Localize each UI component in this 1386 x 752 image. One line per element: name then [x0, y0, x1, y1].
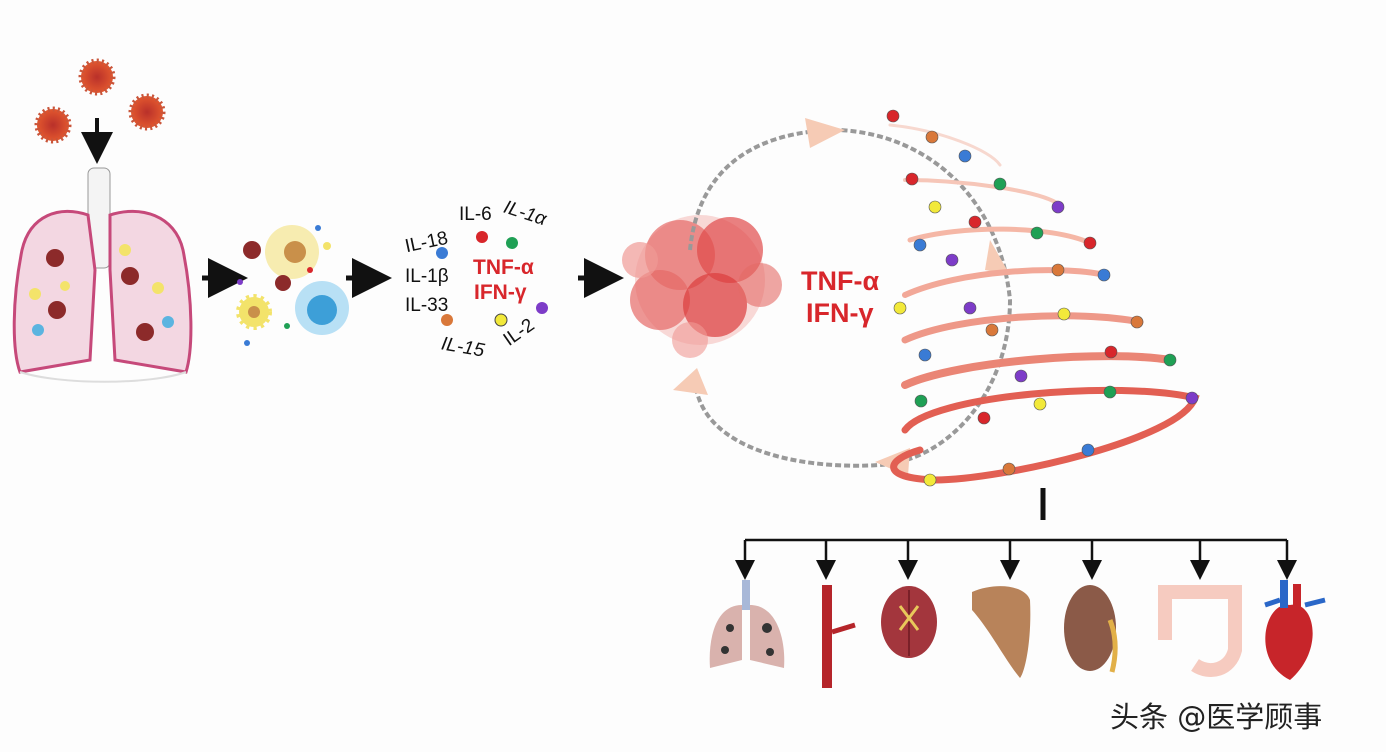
kidney-icon	[1064, 585, 1118, 673]
storm-label-ifn: IFN-γ	[806, 298, 874, 328]
blood-vessel-icon	[822, 585, 856, 688]
arrow-icon	[673, 368, 708, 395]
brain-icon	[881, 586, 937, 658]
watermark: 头条 @医学顾事	[1110, 700, 1323, 734]
cytokine-dots	[436, 231, 548, 327]
immune-cells-icon	[236, 225, 349, 346]
cytokine-label-il33: IL-33	[405, 295, 449, 316]
cytokine-label-il6: IL-6	[459, 204, 492, 225]
arrow-icon	[805, 118, 845, 148]
organ-connector	[735, 488, 1297, 580]
heart-icon	[1264, 580, 1326, 680]
cytokine-label-ifn: IFN-γ	[474, 281, 527, 304]
liver-icon	[972, 586, 1031, 678]
cytokine-label-tnf: TNF-α	[473, 256, 534, 279]
storm-label-tnf: TNF-α	[801, 266, 880, 296]
spiral-cytokine-dots	[886, 109, 1199, 487]
lungs-icon	[709, 580, 785, 668]
cytokine-spiral	[888, 123, 1200, 484]
intestine-icon	[1158, 585, 1242, 677]
cytokine-storm-cloud	[622, 215, 782, 358]
virus-icon	[34, 58, 166, 144]
arrow-icon	[985, 240, 1010, 275]
infected-lungs-icon	[12, 167, 193, 383]
cytokine-label-il1b: IL-1β	[405, 266, 449, 287]
